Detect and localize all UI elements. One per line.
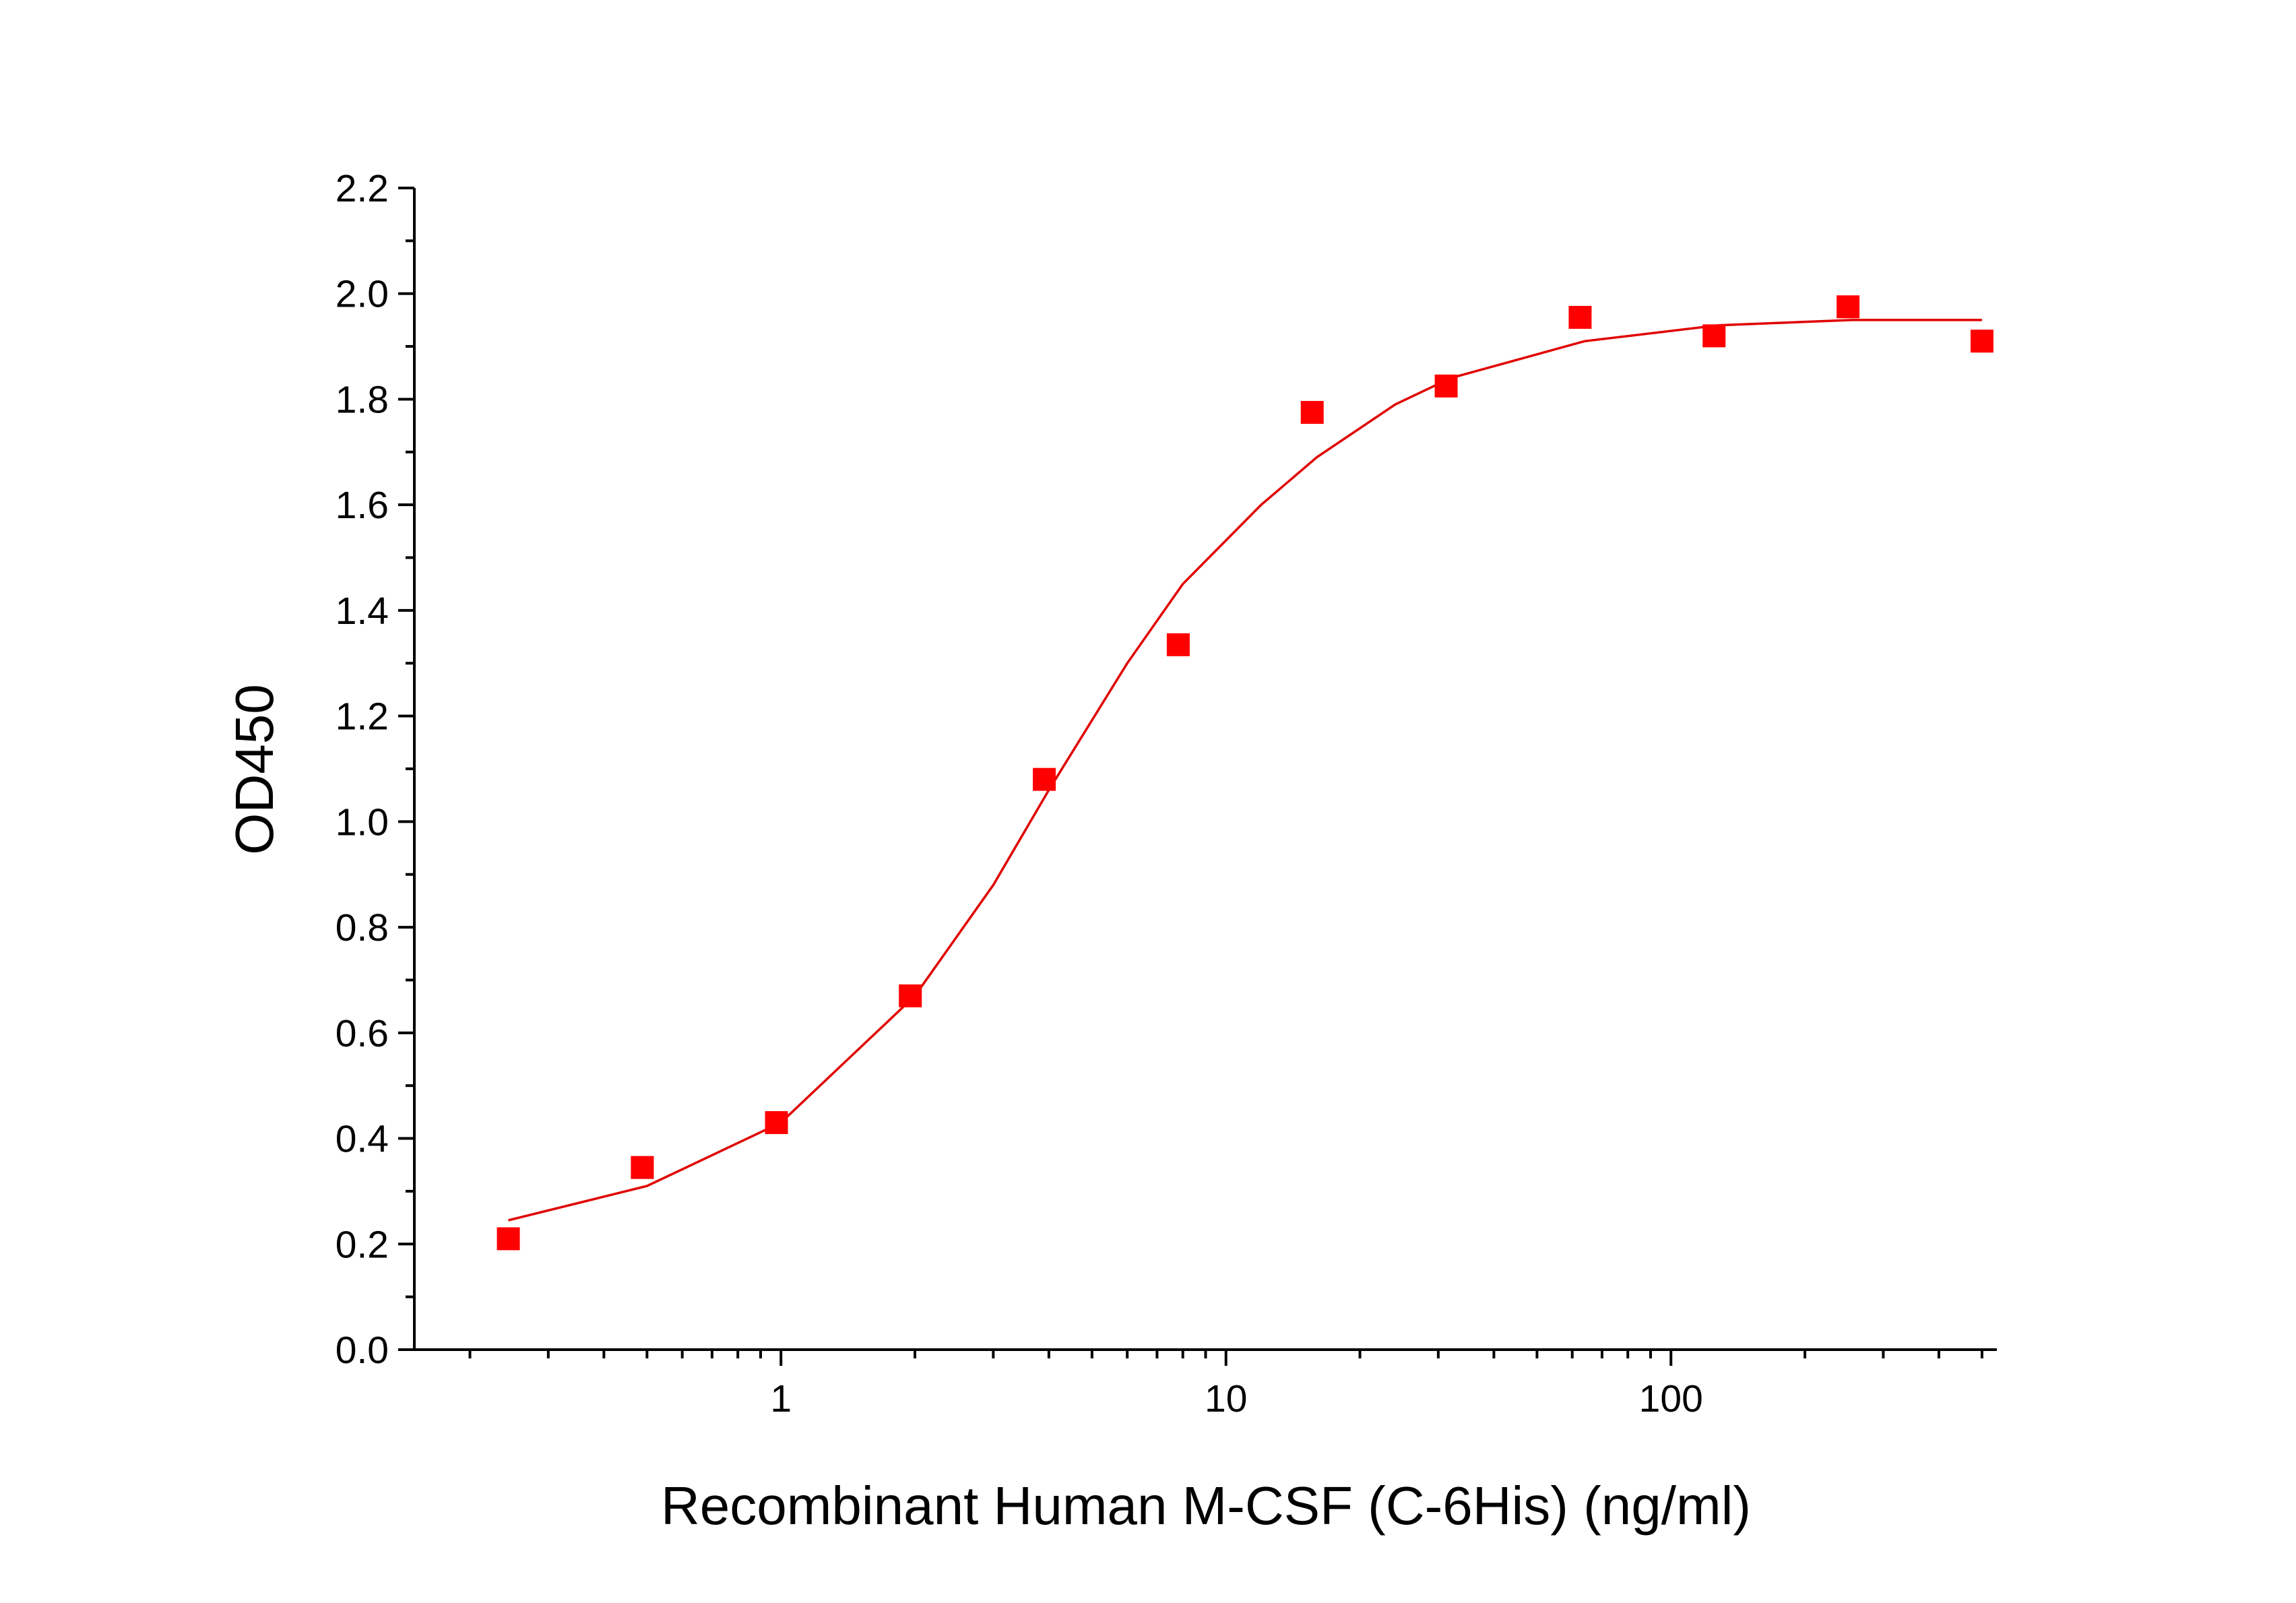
data-point [765,1111,788,1135]
data-point [1568,305,1592,329]
fit-curve [508,319,1982,1222]
y-tick-label: 0.0 [336,1329,389,1372]
data-point [497,1227,520,1251]
y-tick-label: 1.6 [336,484,389,527]
y-tick-label: 0.2 [336,1223,389,1266]
x-tick-label: 10 [1205,1377,1247,1420]
y-tick-label: 1.8 [336,378,389,421]
y-tick-label: 0.4 [336,1118,389,1161]
data-point [1033,767,1056,791]
y-tick-label: 1.2 [336,695,389,738]
y-tick-label: 1.4 [336,590,389,633]
y-tick-label: 2.2 [336,167,389,210]
data-point [631,1156,654,1179]
x-tick-label: 100 [1639,1377,1703,1420]
data-point [1300,401,1324,425]
y-tick-label: 0.6 [336,1012,389,1055]
data-point [1166,633,1190,656]
data-point [1970,329,1994,353]
y-axis-title: OD450 [224,684,284,854]
data-point [1434,374,1458,398]
x-tick-label: 1 [770,1377,792,1420]
y-tick-label: 0.8 [336,906,389,949]
x-axis-title: Recombinant Human M-CSF (C-6His) (ng/ml) [661,1476,1751,1536]
y-tick-label: 2.0 [336,273,389,316]
data-point [899,984,922,1007]
y-tick-label: 1.0 [336,800,389,844]
data-point [1837,295,1860,319]
data-point [1702,324,1726,348]
